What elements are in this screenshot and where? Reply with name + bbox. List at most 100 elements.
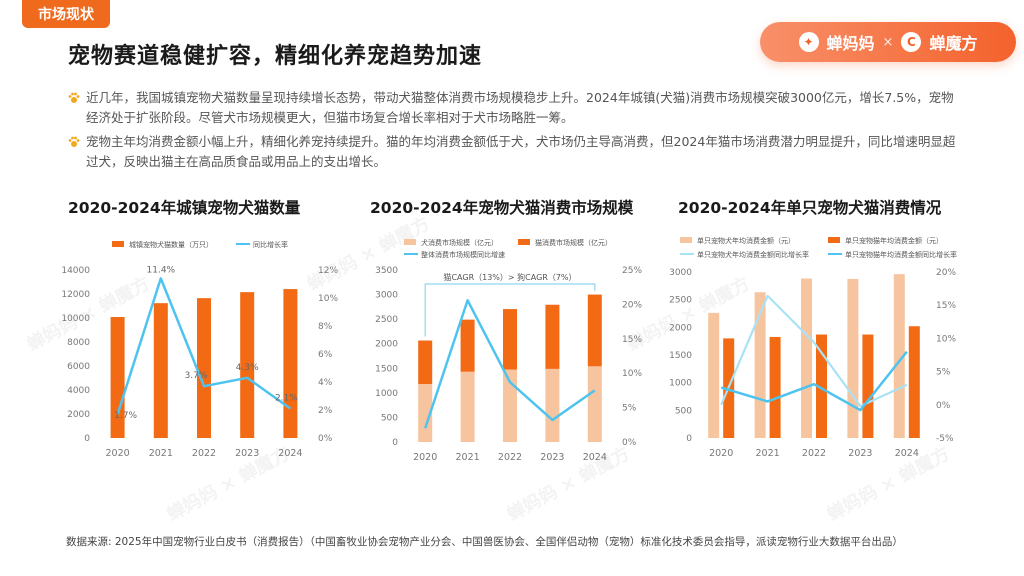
brand-name-1: 蝉妈妈 <box>826 34 875 53</box>
y-left-tick-label: 4000 <box>67 386 90 396</box>
brand-name-2: 蝉魔方 <box>929 34 978 53</box>
data-label: 2.1% <box>275 394 298 404</box>
y-right-tick-label: 5% <box>622 404 637 414</box>
data-label: 11.4% <box>147 265 176 275</box>
bar <box>153 303 168 438</box>
y-right-tick-label: 25% <box>622 266 642 276</box>
chart-title-market-size: 2020-2024年宠物犬猫消费市场规模 <box>370 199 634 217</box>
y-left-tick-label: 1500 <box>375 364 398 374</box>
summary-bullet-text: 近几年，我国城镇宠物犬猫数量呈现持续增长态势，带动犬猫整体消费市场规模稳步上升。… <box>86 90 954 125</box>
y-left-tick-label: 2000 <box>67 410 90 420</box>
y-left-tick-label: 8000 <box>67 338 90 348</box>
x-tick-label: 2023 <box>235 448 259 459</box>
y-left-tick-label: 500 <box>675 406 692 416</box>
data-label: 4.3% <box>236 363 259 373</box>
bar-cat <box>460 319 475 372</box>
summary-bullet: 宠物主年均消费金额小幅上升，精细化养宠持续提升。猫的年均消费金额低于犬，犬市场仍… <box>66 132 966 172</box>
legend-label: 单只宠物犬年均消费金额同比增长率 <box>697 250 809 259</box>
y-left-tick-label: 0 <box>84 434 90 444</box>
summary-bullets: 近几年，我国城镇宠物犬猫数量呈现持续增长态势，带动犬猫整体消费市场规模稳步上升。… <box>66 88 966 176</box>
y-right-tick-label: 10% <box>318 294 338 304</box>
x-tick-label: 2022 <box>192 448 216 459</box>
x-tick-label: 2021 <box>456 452 480 463</box>
y-left-tick-label: 10000 <box>61 314 90 324</box>
y-right-tick-label: 0% <box>936 401 951 411</box>
chart-title-per-pet-spend: 2020-2024年单只宠物犬猫消费情况 <box>678 199 942 217</box>
bar-cat <box>418 340 433 385</box>
series-line <box>424 299 596 429</box>
summary-bullet: 近几年，我国城镇宠物犬猫数量呈现持续增长态势，带动犬猫整体消费市场规模稳步上升。… <box>66 88 966 128</box>
bar-dog <box>587 366 602 442</box>
y-left-tick-label: 14000 <box>61 266 90 276</box>
bar-cat <box>545 304 560 369</box>
x-tick-label: 2020 <box>709 448 733 459</box>
legend-swatch <box>680 237 692 243</box>
legend-swatch <box>112 241 124 247</box>
x-tick-label: 2022 <box>498 452 522 463</box>
bar <box>240 292 255 438</box>
y-right-tick-label: 20% <box>936 268 956 278</box>
y-left-tick-label: 1500 <box>669 351 692 361</box>
x-tick-label: 2024 <box>278 448 302 459</box>
y-right-tick-label: 0% <box>318 434 333 444</box>
legend-label: 同比增长率 <box>253 240 288 249</box>
y-left-tick-label: 2500 <box>375 315 398 325</box>
brand-logo-icon: ✦ <box>798 32 819 52</box>
bar <box>110 316 125 438</box>
legend-label: 整体消费市场规模同比增速 <box>421 250 505 259</box>
bar-cat <box>908 326 920 438</box>
y-left-tick-label: 3500 <box>375 266 398 276</box>
x-tick-label: 2020 <box>106 448 130 459</box>
legend-label: 猫消费市场规模（亿元） <box>535 238 612 247</box>
page-title: 宠物赛道稳健扩容，精细化养宠趋势加速 <box>68 44 483 69</box>
y-right-tick-label: 10% <box>622 369 642 379</box>
bar-cat <box>769 336 781 438</box>
bar-dog <box>801 278 812 438</box>
legend-swatch <box>404 239 416 245</box>
bar-dog <box>847 278 859 438</box>
cagr-annotation: 猫CAGR（13%）> 狗CAGR（7%） <box>443 272 576 282</box>
x-tick-label: 2022 <box>802 448 826 459</box>
y-left-tick-label: 3000 <box>375 291 398 301</box>
series-line <box>116 277 292 415</box>
y-left-tick-label: 2500 <box>669 296 692 306</box>
y-right-tick-label: 10% <box>936 334 956 344</box>
x-tick-label: 2021 <box>756 448 780 459</box>
x-tick-label: 2024 <box>895 448 919 459</box>
bar-cat <box>816 334 827 438</box>
legend-label: 单只宠物犬年均消费金额（元） <box>697 236 795 245</box>
y-left-tick-label: 2000 <box>669 323 692 333</box>
bar-cat <box>862 334 874 438</box>
bar-dog <box>893 274 905 438</box>
bar <box>197 298 211 438</box>
legend-label: 单只宠物猫年均消费金额（元） <box>845 236 943 245</box>
cagr-bracket <box>424 283 596 337</box>
y-right-tick-label: 15% <box>622 335 642 345</box>
y-left-tick-label: 0 <box>686 434 692 444</box>
x-tick-label: 2021 <box>149 448 173 459</box>
y-right-tick-label: 0% <box>622 438 637 448</box>
y-right-tick-label: 20% <box>622 300 642 310</box>
y-right-tick-label: 15% <box>936 301 956 311</box>
bar-dog <box>418 384 433 442</box>
y-right-tick-label: 4% <box>318 378 333 388</box>
y-left-tick-label: 2000 <box>375 340 398 350</box>
bar-dog <box>503 369 517 442</box>
chart-pet-count: 0 2000 4000 6000 8000 10000 12000 14000 0% 2% 4% 6%… <box>61 240 338 459</box>
y-right-tick-label: 12% <box>318 266 338 276</box>
x-tick-label: 2020 <box>413 452 437 463</box>
bar-dog <box>708 312 720 438</box>
x-tick-label: 2023 <box>540 452 564 463</box>
brand-logo-icon-2: C <box>901 32 922 52</box>
brand-separator: × <box>882 34 894 50</box>
chart-market-size: 0 500 1000 1500 2000 2500 3000 3500 0% 5% 10% 15% 20… <box>375 238 642 463</box>
bar-cat <box>587 294 602 367</box>
y-left-tick-label: 0 <box>392 438 398 448</box>
y-right-tick-label: -5% <box>936 434 954 444</box>
y-right-tick-label: 6% <box>318 350 333 360</box>
legend-swatch <box>518 239 530 245</box>
series-line <box>720 294 908 408</box>
y-left-tick-label: 3000 <box>669 268 692 278</box>
section-tag: 市场现状 <box>22 0 110 28</box>
bar-cat <box>503 309 517 370</box>
